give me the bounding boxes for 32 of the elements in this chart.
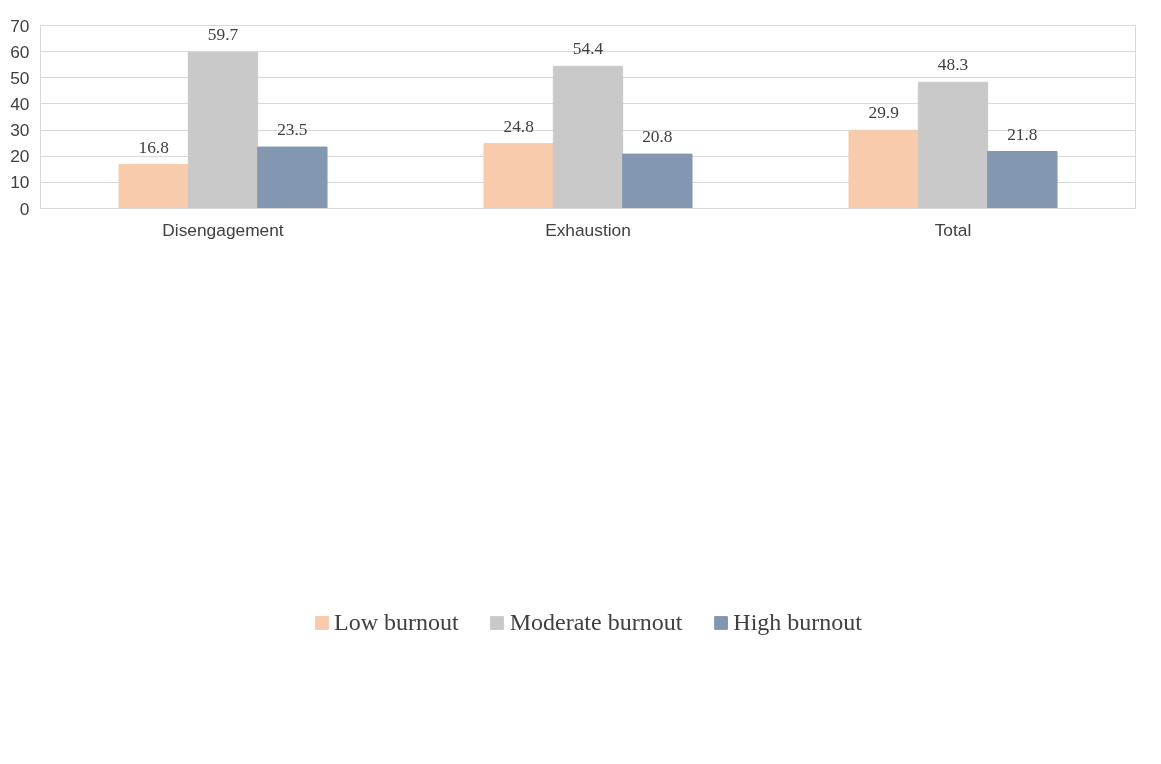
y-tick-label: 50 [10, 67, 30, 88]
bar [483, 143, 554, 209]
bar [848, 129, 919, 209]
bar [187, 51, 259, 209]
data-label: 21.8 [1007, 124, 1038, 144]
y-tick-label: 40 [10, 93, 30, 114]
y-tick-label: 70 [10, 15, 30, 36]
legend-label: Low burnout [334, 608, 459, 636]
data-label: 24.8 [503, 116, 534, 136]
data-label: 54.4 [572, 39, 604, 59]
data-label: 23.5 [277, 120, 308, 140]
data-label: 48.3 [937, 55, 969, 75]
legend-label: High burnout [733, 608, 862, 636]
y-tick-label: 60 [10, 41, 30, 62]
bar [118, 164, 189, 209]
bar [257, 146, 328, 209]
y-tick-label: 30 [10, 120, 30, 141]
legend-label: Moderate burnout [509, 608, 683, 636]
bar [917, 81, 989, 209]
data-label: 16.8 [138, 137, 169, 157]
data-label: 29.9 [868, 103, 899, 123]
data-label: 20.8 [642, 127, 673, 147]
x-tick-label: Exhaustion [545, 219, 631, 240]
bar [552, 65, 624, 209]
x-tick-label: Disengagement [162, 219, 284, 240]
bar [987, 151, 1058, 209]
x-tick-label: Total [934, 219, 972, 240]
y-tick-label: 0 [19, 198, 30, 219]
y-tick-label: 10 [10, 172, 30, 193]
y-tick-label: 20 [10, 146, 30, 167]
bar [622, 153, 693, 209]
data-label: 59.7 [207, 25, 239, 45]
